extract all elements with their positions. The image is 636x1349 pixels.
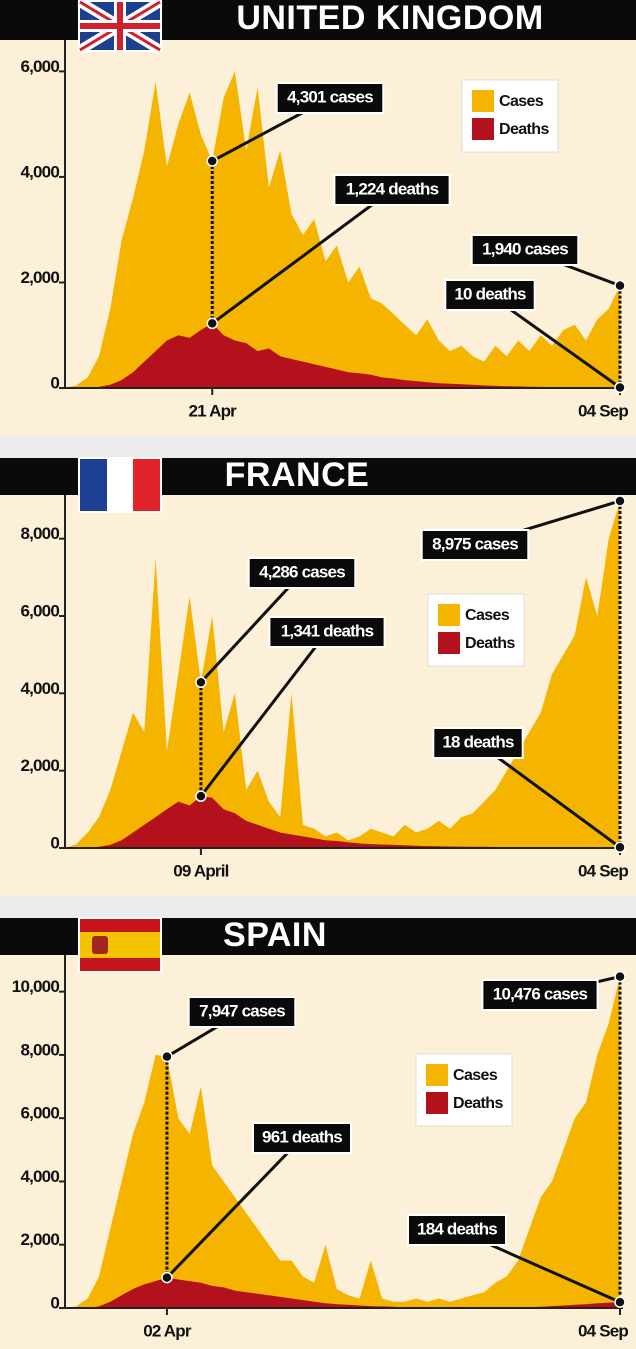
x-tick-label: 09 April xyxy=(173,861,228,880)
area xyxy=(65,501,620,848)
x-tick-label: 21 Apr xyxy=(189,401,238,420)
label-box xyxy=(268,616,386,648)
legend-label: Cases xyxy=(465,607,510,624)
chart-title: UNITED KINGDOM xyxy=(236,0,543,37)
area xyxy=(65,796,620,848)
value-label: 18 deaths xyxy=(442,732,514,751)
point xyxy=(195,676,207,689)
legend-label: Deaths xyxy=(453,1095,503,1112)
legend-swatch xyxy=(472,118,494,140)
point xyxy=(614,381,626,394)
label-box xyxy=(420,529,530,561)
label-leader xyxy=(199,631,329,798)
value-label: 7,947 cases xyxy=(199,1001,285,1020)
y-tick-label: 2,000 xyxy=(20,1230,59,1249)
value-label: 4,301 cases xyxy=(287,87,373,106)
y-tick-label: 6,000 xyxy=(20,57,59,76)
point xyxy=(614,495,626,507)
y-tick-label: 0 xyxy=(50,1293,59,1312)
point xyxy=(614,841,626,854)
legend-swatch xyxy=(438,604,460,626)
label-box xyxy=(470,234,580,266)
france-flag xyxy=(78,457,162,513)
point xyxy=(161,1271,173,1284)
legend-label: Cases xyxy=(453,1067,498,1084)
value-label: 1,341 deaths xyxy=(281,621,374,640)
point xyxy=(161,1050,173,1063)
label-leader xyxy=(211,188,393,325)
label-leader xyxy=(165,1136,304,1279)
point xyxy=(206,317,218,330)
point xyxy=(195,790,207,802)
value-label: 184 deaths xyxy=(417,1219,497,1238)
value-label: 1,940 cases xyxy=(482,239,568,258)
value-label: 1,224 deaths xyxy=(346,179,439,198)
value-label: 10 deaths xyxy=(454,284,526,303)
legend-swatch xyxy=(426,1092,448,1114)
y-tick-label: 2,000 xyxy=(20,756,59,775)
point xyxy=(614,279,626,292)
chart-title: SPAIN xyxy=(223,916,327,954)
label-leader xyxy=(477,741,621,849)
label-box xyxy=(481,979,599,1011)
y-tick-label: 6,000 xyxy=(20,601,59,620)
label-leader xyxy=(199,571,304,684)
spain-flag xyxy=(78,917,162,973)
y-tick-label: 6,000 xyxy=(20,1104,59,1123)
label-box xyxy=(407,1214,507,1246)
legend-label: Deaths xyxy=(499,121,549,138)
y-tick-label: 4,000 xyxy=(20,162,59,181)
y-tick-label: 8,000 xyxy=(20,524,59,543)
label-box xyxy=(247,557,357,589)
y-tick-label: 0 xyxy=(50,373,59,392)
area xyxy=(65,323,620,388)
label-box xyxy=(432,727,524,759)
area xyxy=(65,1277,620,1308)
x-tick-label: 04 Sep xyxy=(578,861,628,880)
label-box xyxy=(333,174,451,206)
x-tick-label: 04 Sep xyxy=(578,1321,628,1340)
x-tick-label: 02 Apr xyxy=(143,1321,192,1340)
point xyxy=(206,155,218,167)
area xyxy=(65,71,620,389)
uk-flag xyxy=(77,0,163,55)
legend-swatch xyxy=(426,1064,448,1086)
y-tick-label: 0 xyxy=(50,833,59,852)
point xyxy=(614,970,626,983)
y-tick-label: 10,000 xyxy=(12,977,60,996)
value-label: 4,286 cases xyxy=(259,562,345,581)
y-tick-label: 4,000 xyxy=(20,1167,59,1186)
value-label: 10,476 cases xyxy=(493,984,588,1003)
legend-swatch xyxy=(438,632,460,654)
legend-label: Deaths xyxy=(465,635,515,652)
y-tick-label: 2,000 xyxy=(20,268,59,287)
label-box xyxy=(444,279,536,311)
area xyxy=(65,976,620,1308)
label-box xyxy=(252,1122,352,1154)
x-tick-label: 04 Sep xyxy=(578,401,628,420)
y-tick-label: 4,000 xyxy=(20,679,59,698)
point xyxy=(614,1296,626,1308)
legend-swatch xyxy=(472,90,494,112)
value-label: 8,975 cases xyxy=(432,534,518,553)
chart-title: FRANCE xyxy=(225,456,370,494)
label-box xyxy=(187,996,297,1028)
y-tick-label: 8,000 xyxy=(20,1040,59,1059)
value-label: 961 deaths xyxy=(262,1127,342,1146)
legend-label: Cases xyxy=(499,93,544,110)
label-box xyxy=(275,82,385,114)
